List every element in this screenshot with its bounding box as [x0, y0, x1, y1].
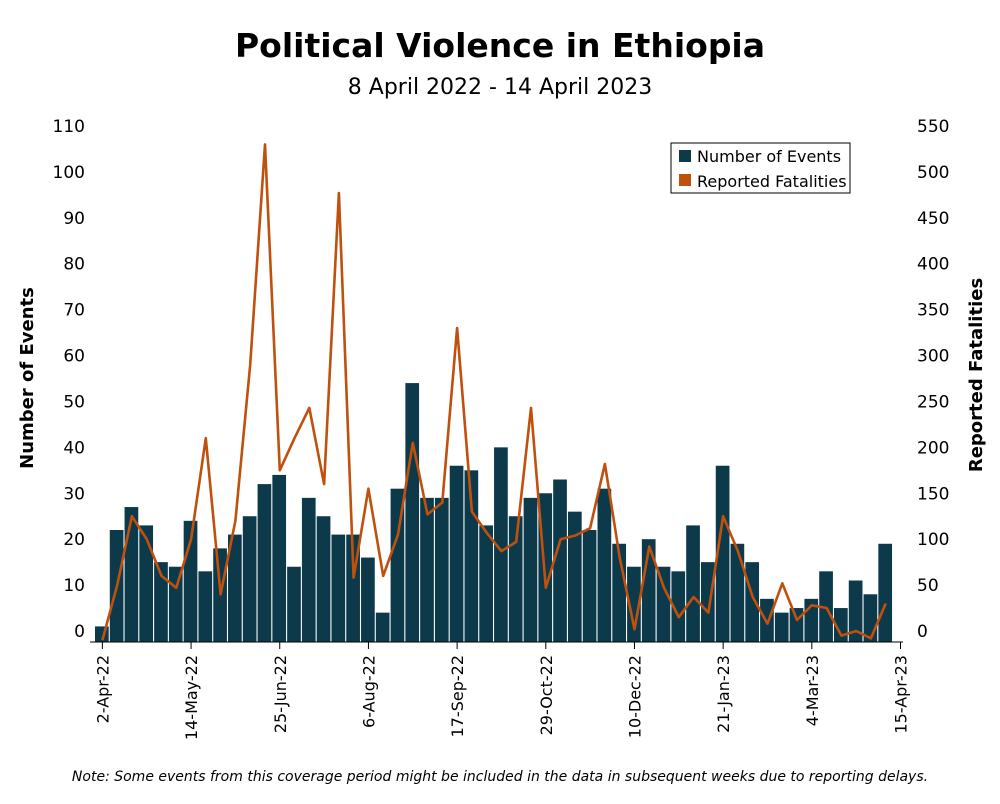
events-bar	[301, 497, 316, 642]
events-bar	[287, 566, 301, 642]
x-tick-label: 6-Aug-22	[359, 655, 378, 728]
chart-subtitle: 8 April 2022 - 14 April 2023	[348, 75, 652, 100]
events-bar	[242, 516, 257, 642]
left-tick-label: 50	[63, 392, 85, 412]
events-bar	[656, 566, 671, 642]
right-tick-label: 150	[917, 484, 949, 504]
chart-title: Political Violence in Ethiopia	[235, 26, 765, 65]
legend-label-events: Number of Events	[697, 147, 841, 166]
right-tick-label: 300	[917, 347, 949, 367]
x-axis-ticks: 2-Apr-22 14-May-22 25-Jun-22 6-Aug-22 17-Sep…	[93, 642, 911, 740]
left-tick-label: 40	[63, 438, 85, 458]
events-bar	[257, 484, 272, 642]
events-bar	[730, 543, 745, 642]
right-tick-label: 200	[917, 438, 949, 458]
events-bar	[390, 488, 405, 642]
events-bar	[582, 530, 597, 642]
right-tick-label: 450	[917, 209, 949, 229]
right-tick-label: 500	[917, 163, 949, 183]
right-tick-label: 550	[917, 117, 949, 137]
right-tick-label: 400	[917, 255, 949, 275]
fatalities-line	[101, 143, 887, 641]
legend: Number of Events Reported Fatalities	[670, 142, 851, 194]
left-tick-label: 70	[63, 301, 85, 321]
events-bar	[494, 447, 508, 642]
left-tick-label: 90	[63, 209, 85, 229]
events-bar	[316, 516, 331, 642]
right-axis-title: Reported Fatalities	[966, 278, 987, 472]
events-bar	[420, 497, 434, 642]
right-tick-label: 50	[917, 576, 939, 596]
events-bar	[405, 383, 420, 642]
right-axis-ticks: 0 50 100 150 200 250 300 350 400 450 500 550	[917, 117, 949, 642]
left-tick-label: 30	[63, 484, 85, 504]
events-bar	[508, 516, 523, 642]
left-tick-label: 100	[53, 163, 85, 183]
x-tick-label: 25-Jun-22	[271, 655, 290, 733]
events-bar	[228, 534, 242, 642]
events-bar	[686, 525, 700, 642]
legend-label-fatalities: Reported Fatalities	[697, 172, 847, 191]
x-tick-label: 2-Apr-22	[93, 655, 112, 723]
x-tick-label: 29-Oct-22	[537, 655, 556, 735]
left-tick-label: 10	[63, 576, 85, 596]
x-tick-label: 15-Apr-23	[892, 655, 911, 734]
legend-box	[670, 142, 851, 194]
right-tick-label: 250	[917, 392, 949, 412]
left-tick-label: 20	[63, 530, 85, 550]
legend-swatch-fatalities	[679, 174, 691, 186]
right-tick-label: 100	[917, 530, 949, 550]
events-bar	[139, 525, 154, 642]
events-bar	[567, 511, 582, 642]
events-bar	[789, 608, 804, 642]
events-bars	[95, 383, 893, 642]
left-tick-label: 0	[74, 622, 85, 642]
events-bar	[154, 562, 168, 642]
x-tick-label: 21-Jan-23	[714, 655, 733, 733]
events-bar	[124, 507, 139, 642]
x-tick-label: 14-May-22	[182, 655, 201, 740]
x-tick-label: 17-Sep-22	[448, 655, 467, 737]
events-bar	[198, 571, 213, 642]
right-tick-label: 0	[917, 622, 928, 642]
events-bar	[361, 557, 375, 642]
footnote: Note: Some events from this coverage per…	[72, 769, 928, 785]
right-tick-label: 350	[917, 301, 949, 321]
events-bar	[878, 543, 893, 642]
events-bar	[627, 566, 641, 642]
x-tick-label: 10-Dec-22	[626, 655, 645, 738]
events-bar	[331, 534, 346, 642]
left-axis-title: Number of Events	[17, 287, 38, 469]
left-tick-label: 60	[63, 347, 85, 367]
events-bar	[375, 612, 390, 642]
events-bar	[774, 612, 789, 642]
events-bar	[553, 479, 567, 642]
events-bar	[700, 562, 715, 642]
events-bar	[479, 525, 493, 642]
left-tick-label: 110	[53, 117, 85, 137]
events-bar	[434, 497, 449, 642]
events-bar	[272, 474, 287, 642]
x-tick-label: 4-Mar-23	[803, 655, 822, 726]
legend-swatch-events	[679, 150, 691, 162]
events-bar	[523, 497, 538, 642]
events-bar	[715, 465, 730, 642]
events-bar	[671, 571, 686, 642]
events-bar	[848, 580, 863, 642]
left-axis-ticks: 0 10 20 30 40 50 60 70 80 90 100 110	[53, 117, 85, 642]
events-bar	[597, 488, 612, 642]
events-bar	[449, 465, 464, 642]
left-tick-label: 80	[63, 255, 85, 275]
events-bar	[464, 470, 479, 642]
